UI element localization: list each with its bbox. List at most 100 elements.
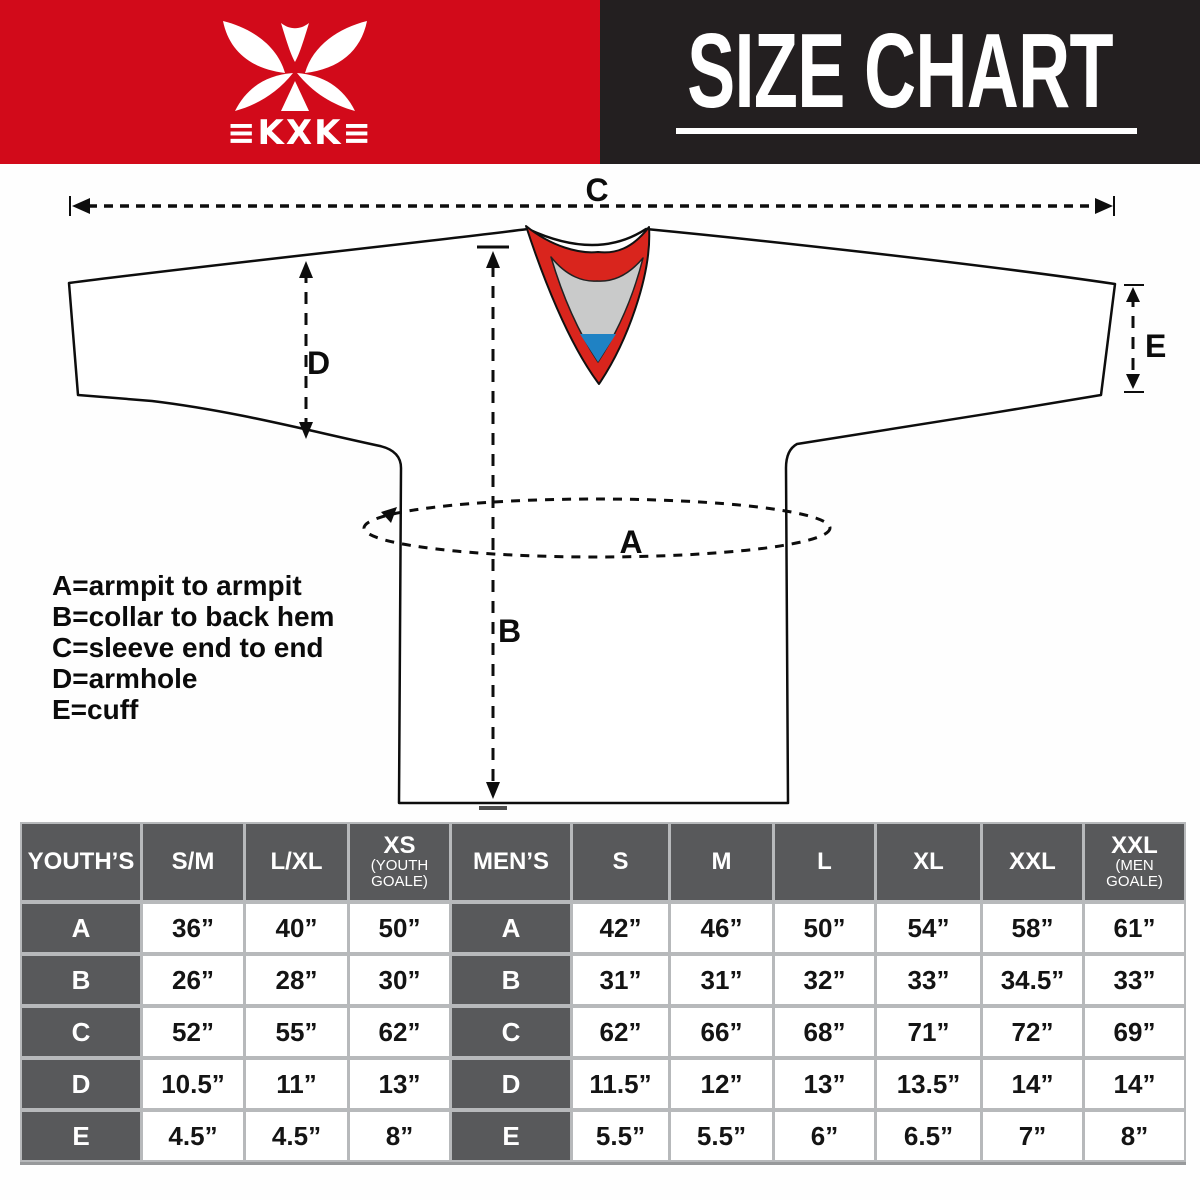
row-a-youth-label: A xyxy=(22,904,140,952)
col-header-youth-goalie: XS (YOUTH GOALE) xyxy=(350,824,449,900)
row-d-youth-label: D xyxy=(22,1060,140,1108)
measure-a-ellipse xyxy=(362,497,832,559)
collar-inner xyxy=(550,256,644,363)
measure-c-arrow-right xyxy=(1095,198,1113,214)
table-cell: 5.5” xyxy=(671,1112,772,1160)
measurement-legend: A=armpit to armpit B=collar to back hem … xyxy=(52,570,334,725)
table-cell: 6.5” xyxy=(877,1112,980,1160)
measure-label-d: D xyxy=(307,345,330,381)
measure-label-c: C xyxy=(585,172,608,208)
table-cell: 69” xyxy=(1085,1008,1184,1056)
legend-line-a: A=armpit to armpit xyxy=(52,570,302,601)
col-header-men-xl: XL xyxy=(877,824,980,900)
legend-line-c: C=sleeve end to end xyxy=(52,632,324,663)
table-cell: 54” xyxy=(877,904,980,952)
col-header-men-s: S xyxy=(573,824,668,900)
col-header-men-goalie: XXL (MEN GOALE) xyxy=(1085,824,1184,900)
col-header-men-xxl: XXL xyxy=(983,824,1082,900)
table-cell: 31” xyxy=(573,956,668,1004)
table-cell: 4.5” xyxy=(246,1112,347,1160)
table-cell: 62” xyxy=(350,1008,449,1056)
table-cell: 5.5” xyxy=(573,1112,668,1160)
legend-line-b: B=collar to back hem xyxy=(52,601,335,632)
table-cell: 30” xyxy=(350,956,449,1004)
measure-a-arrow xyxy=(381,507,397,523)
measure-label-e: E xyxy=(1145,328,1166,364)
jersey-outline xyxy=(67,227,1117,805)
col-header-men: MEN’S xyxy=(452,824,570,900)
measure-label-b: B xyxy=(498,613,521,649)
table-cell: 8” xyxy=(1085,1112,1184,1160)
size-table: YOUTH’S S/M L/XL XS (YOUTH GOALE) MEN’S … xyxy=(20,822,1186,1162)
table-cell: 46” xyxy=(671,904,772,952)
table-cell: 8” xyxy=(350,1112,449,1160)
table-cell: 11” xyxy=(246,1060,347,1108)
row-b-youth-label: B xyxy=(22,956,140,1004)
table-cell: 13” xyxy=(775,1060,874,1108)
row-b-men-label: B xyxy=(452,956,570,1004)
table-cell: 10.5” xyxy=(143,1060,243,1108)
table-cell: 66” xyxy=(671,1008,772,1056)
table-cell: 13” xyxy=(350,1060,449,1108)
row-a-men-label: A xyxy=(452,904,570,952)
table-cell: 34.5” xyxy=(983,956,1082,1004)
table-cell: 14” xyxy=(983,1060,1082,1108)
table-cell: 11.5” xyxy=(573,1060,668,1108)
collar-blue-insert xyxy=(580,334,616,362)
table-cell: 40” xyxy=(246,904,347,952)
table-cell: 50” xyxy=(775,904,874,952)
table-cell: 4.5” xyxy=(143,1112,243,1160)
table-cell: 7” xyxy=(983,1112,1082,1160)
row-e-youth-label: E xyxy=(22,1112,140,1160)
measure-b-arrow-bottom xyxy=(486,782,500,799)
title-underline xyxy=(676,128,1137,134)
measure-e-arrow-bottom xyxy=(1126,374,1140,389)
table-cell: 50” xyxy=(350,904,449,952)
table-cell: 55” xyxy=(246,1008,347,1056)
table-cell: 26” xyxy=(143,956,243,1004)
measure-label-a: A xyxy=(619,524,642,560)
col-header-youth-lxl: L/XL xyxy=(246,824,347,900)
col-header-men-m: M xyxy=(671,824,772,900)
table-cell: 68” xyxy=(775,1008,874,1056)
brand-wordmark: ≡KXK≡ xyxy=(227,113,373,153)
legend-line-d: D=armhole xyxy=(52,663,198,694)
measure-e-arrow-top xyxy=(1126,287,1140,302)
kxk-x-logo-icon xyxy=(223,21,367,111)
col-header-youth-sm: S/M xyxy=(143,824,243,900)
brand-header-panel: ≡KXK≡ xyxy=(0,0,600,164)
legend-line-e: E=cuff xyxy=(52,694,139,725)
table-cell: 72” xyxy=(983,1008,1082,1056)
table-cell: 52” xyxy=(143,1008,243,1056)
page-title: SIZE CHART xyxy=(687,12,1113,130)
measure-d-arrow-top xyxy=(299,261,313,278)
row-e-men-label: E xyxy=(452,1112,570,1160)
table-cell: 13.5” xyxy=(877,1060,980,1108)
table-cell: 71” xyxy=(877,1008,980,1056)
table-cell: 6” xyxy=(775,1112,874,1160)
col-header-youth: YOUTH’S xyxy=(22,824,140,900)
table-cell: 33” xyxy=(877,956,980,1004)
table-cell: 62” xyxy=(573,1008,668,1056)
table-cell: 14” xyxy=(1085,1060,1184,1108)
measure-d-arrow-bottom xyxy=(299,422,313,439)
row-d-men-label: D xyxy=(452,1060,570,1108)
table-cell: 28” xyxy=(246,956,347,1004)
table-cell: 31” xyxy=(671,956,772,1004)
measure-c-arrow-left xyxy=(72,198,90,214)
table-cell: 58” xyxy=(983,904,1082,952)
table-cell: 61” xyxy=(1085,904,1184,952)
page-title-wrap: SIZE CHART xyxy=(600,0,1200,164)
measure-b-arrow-top xyxy=(486,251,500,268)
jersey-measurement-diagram: C D B E A xyxy=(67,172,1166,810)
table-cell: 42” xyxy=(573,904,668,952)
table-cell: 12” xyxy=(671,1060,772,1108)
title-header-panel: SIZE CHART xyxy=(600,0,1200,164)
row-c-men-label: C xyxy=(452,1008,570,1056)
table-cell: 32” xyxy=(775,956,874,1004)
table-cell: 33” xyxy=(1085,956,1184,1004)
col-header-men-l: L xyxy=(775,824,874,900)
table-cell: 36” xyxy=(143,904,243,952)
row-c-youth-label: C xyxy=(22,1008,140,1056)
